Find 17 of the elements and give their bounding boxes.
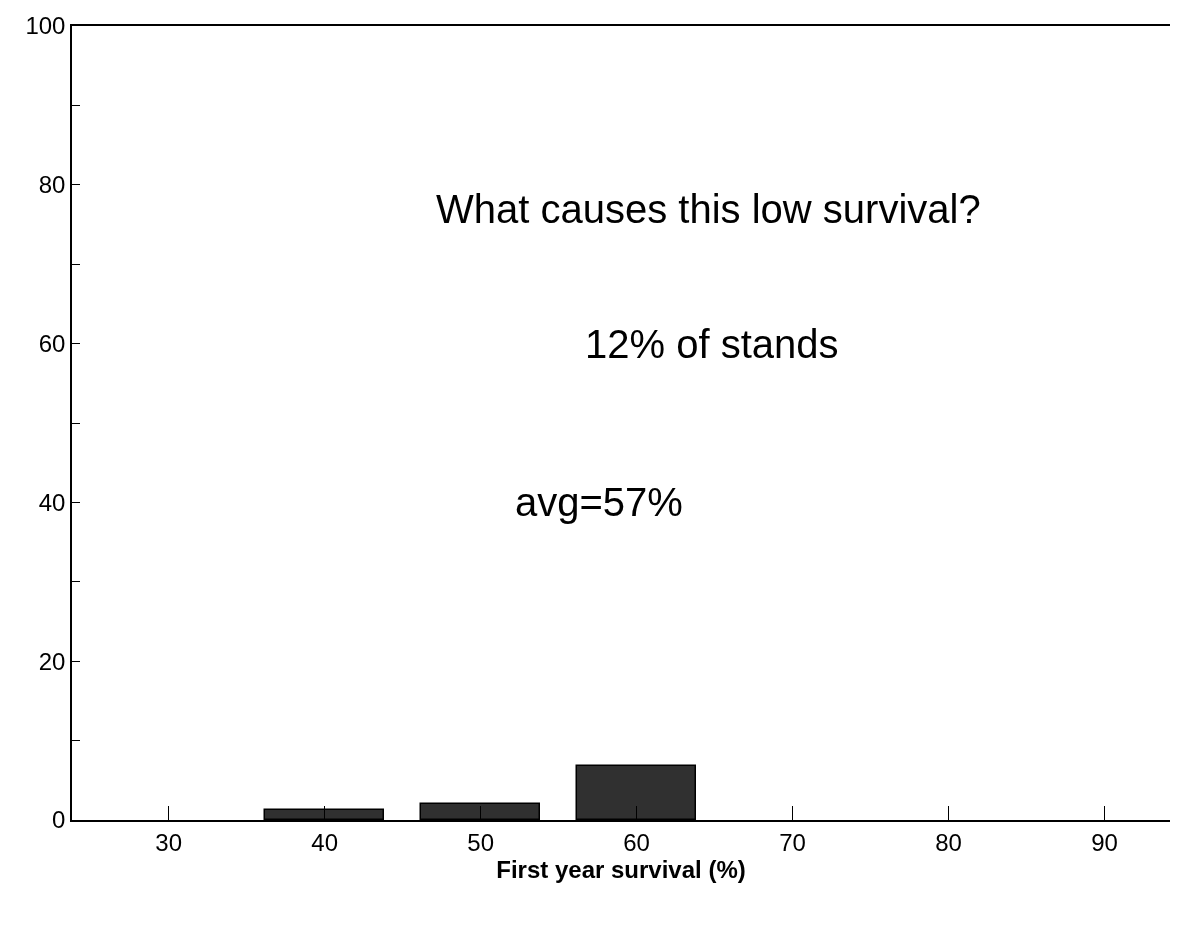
x-tick-label: 90 (1091, 828, 1118, 856)
y-tick-label: 20 (38, 647, 66, 675)
y-tick-label: 100 (25, 12, 66, 40)
y-tick-label: 40 (38, 488, 66, 516)
annotation: 12% of stands (585, 322, 839, 366)
y-tick-label: 60 (38, 330, 66, 357)
y-tick-label: 80 (38, 171, 66, 199)
annotation: avg=57% (515, 480, 683, 524)
x-tick-label: 60 (623, 828, 650, 856)
x-tick-label: 80 (935, 828, 962, 856)
x-axis-title: First year survival (%) (496, 855, 746, 883)
x-tick-label: 30 (155, 828, 183, 856)
x-tick-label: 70 (779, 828, 806, 856)
y-tick-label: 0 (52, 806, 66, 834)
annotation: What causes this low survival? (436, 187, 981, 231)
x-tick-label: 40 (311, 828, 339, 856)
x-tick-label: 50 (467, 828, 494, 856)
